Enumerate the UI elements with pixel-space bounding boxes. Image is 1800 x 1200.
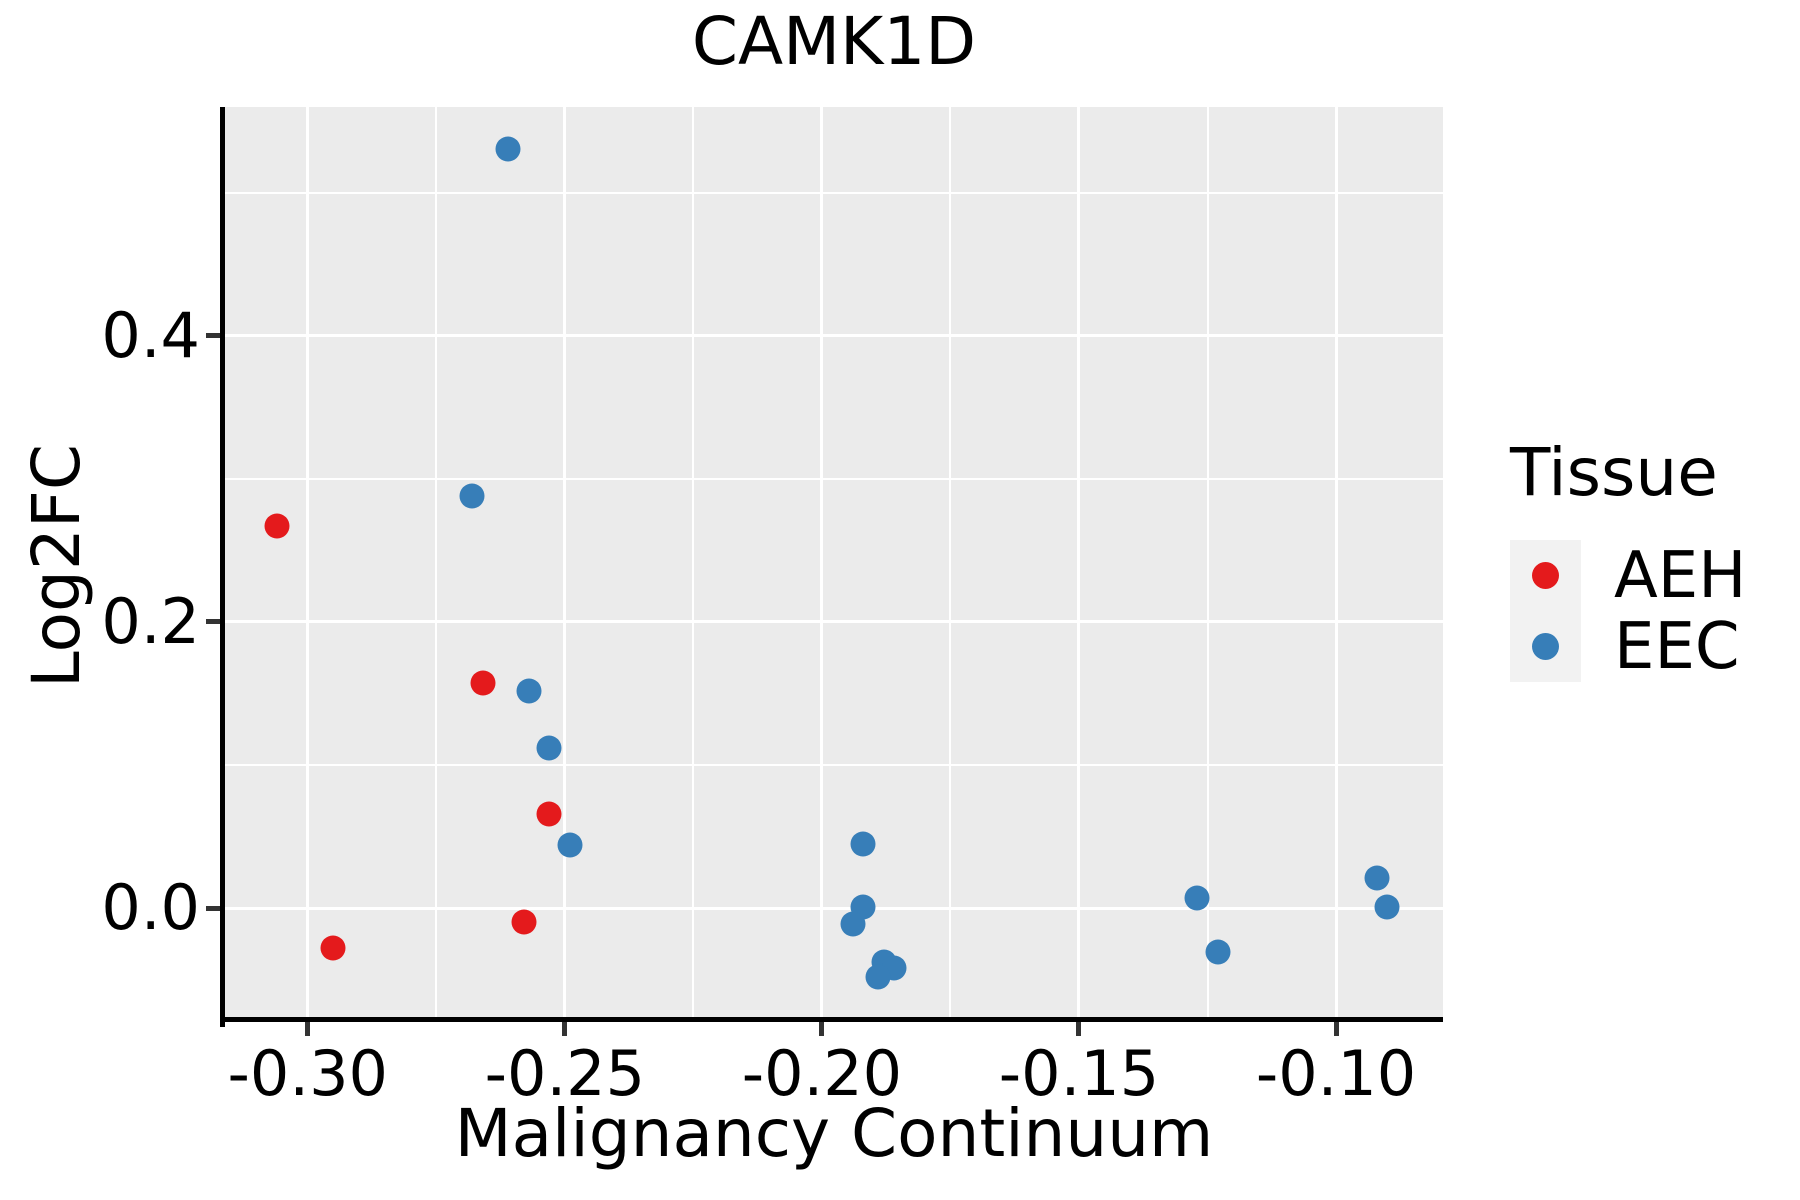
legend-entry-eec: EEC [1510, 611, 1800, 682]
legend-entries: AEH EEC [1510, 540, 1800, 682]
x-tick--0.1 [1333, 1022, 1339, 1036]
plot-panel [225, 107, 1443, 1022]
minor-gridline-y-0.1 [225, 764, 1443, 766]
y-tick-0.2 [206, 619, 220, 625]
data-point-eec [865, 964, 891, 990]
data-point-eec [1184, 885, 1210, 911]
legend-label-eec: EEC [1614, 609, 1740, 684]
minor-gridline-x--0.275 [435, 107, 438, 1022]
major-gridline-y-0.4 [225, 334, 1443, 338]
data-point-eec [840, 911, 866, 937]
y-tick-label: 0.4 [101, 298, 200, 372]
plot-title: CAMK1D [691, 3, 977, 80]
data-point-eec [536, 735, 562, 761]
legend-label-aeh: AEH [1614, 538, 1747, 613]
major-gridline-y-0 [225, 906, 1443, 910]
legend: Tissue AEH EEC [1510, 440, 1800, 682]
major-gridline-x--0.1 [1334, 107, 1338, 1022]
minor-gridline-x--0.225 [692, 107, 695, 1022]
data-point-eec [516, 678, 542, 704]
major-gridline-x--0.3 [306, 107, 310, 1022]
data-point-aeh [536, 801, 562, 827]
x-tick-label: -0.10 [1255, 1037, 1417, 1110]
data-point-aeh [511, 909, 537, 935]
major-gridline-x--0.2 [820, 107, 824, 1022]
legend-dot-aeh-icon [1532, 562, 1559, 589]
x-axis-line [220, 1017, 1443, 1022]
major-gridline-y-0.2 [225, 620, 1443, 624]
x-tick-label: -0.30 [227, 1037, 388, 1110]
x-tick--0.25 [562, 1022, 568, 1036]
x-tick-label: -0.15 [998, 1037, 1160, 1110]
legend-key-aeh [1510, 540, 1581, 611]
minor-gridline-y-0.3 [225, 477, 1443, 480]
x-tick--0.3 [305, 1022, 311, 1036]
y-tick-label: 0.0 [101, 871, 200, 945]
x-axis-title: Malignancy Continuum [454, 1095, 1214, 1172]
legend-title: Tissue [1510, 434, 1718, 511]
data-point-aeh [264, 513, 290, 539]
x-tick--0.15 [1076, 1022, 1082, 1036]
minor-gridline-x--0.175 [949, 107, 952, 1022]
x-tick--0.2 [819, 1022, 825, 1036]
data-point-eec [557, 832, 583, 858]
data-point-eec [1205, 939, 1231, 965]
data-point-eec [495, 136, 521, 162]
legend-dot-eec-icon [1532, 633, 1559, 660]
data-point-eec [459, 483, 485, 509]
legend-entry-aeh: AEH [1510, 540, 1800, 611]
data-point-eec [1364, 865, 1390, 891]
data-point-aeh [320, 935, 346, 961]
major-gridline-x--0.25 [563, 107, 567, 1022]
y-axis-line [220, 107, 225, 1027]
data-point-eec [1374, 894, 1400, 920]
y-tick-label: 0.2 [101, 584, 200, 658]
major-gridline-x--0.15 [1077, 107, 1081, 1022]
x-tick-label: -0.20 [741, 1037, 903, 1110]
minor-gridline-x--0.125 [1206, 107, 1209, 1022]
data-point-eec [850, 831, 876, 857]
y-tick-0.4 [206, 333, 220, 339]
legend-key-eec [1510, 611, 1581, 682]
data-point-aeh [470, 670, 496, 696]
minor-gridline-y-0.5 [225, 191, 1443, 194]
x-tick-label: -0.25 [484, 1037, 646, 1110]
y-tick-0 [206, 905, 220, 911]
